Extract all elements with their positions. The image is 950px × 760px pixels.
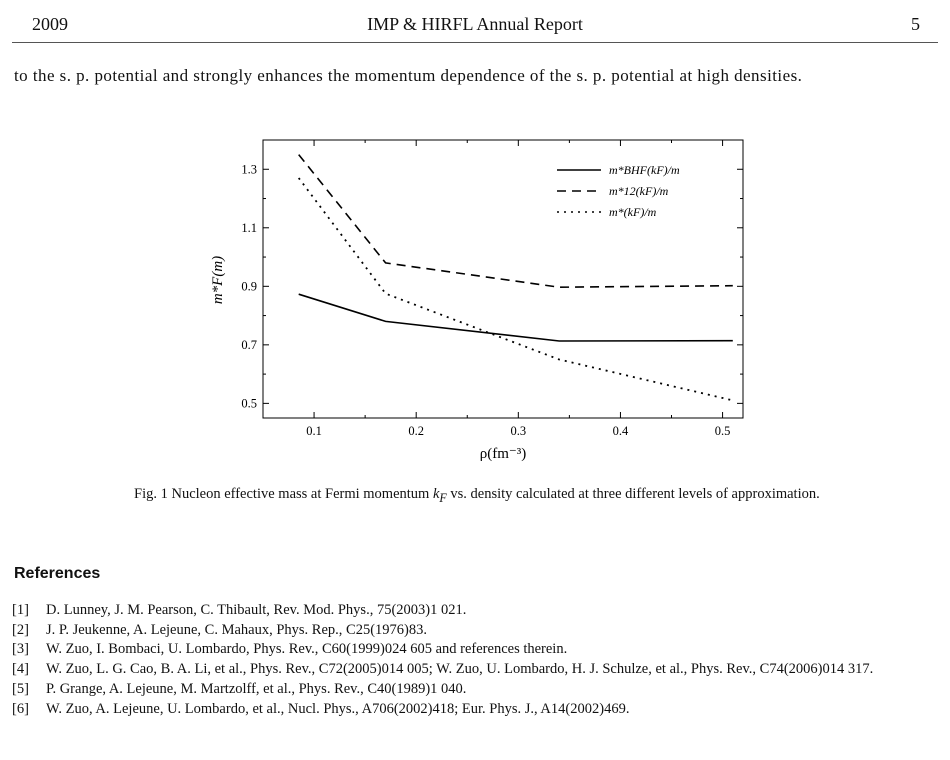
series-line xyxy=(297,177,734,402)
reference-number: [2] xyxy=(12,621,29,638)
intro-paragraph: to the s. p. potential and strongly enha… xyxy=(14,66,803,85)
caption-symbol: k xyxy=(432,486,440,502)
y-axis-label: m*F(m) xyxy=(210,256,226,304)
x-tick-label: 0.2 xyxy=(408,424,424,438)
figure-1: 0.1 0.2 0.3 0.4 0.5 0.5 0.7 0.9 1.1 1.3 m*BHF(kF)… xyxy=(195,130,755,470)
reference-text: D. Lunney, J. M. Pearson, C. Thibault, R… xyxy=(46,602,467,618)
legend-entry: m*12(kF)/m xyxy=(609,184,669,198)
references-heading: References xyxy=(14,565,101,582)
reference-number: [6] xyxy=(12,700,29,717)
y-tick-label: 1.1 xyxy=(241,221,257,235)
caption-text-2: vs. density calculated at three differen… xyxy=(446,486,820,502)
reference-item: [1] D. Lunney, J. M. Pearson, C. Thibaul… xyxy=(12,601,942,621)
legend-entry: m*BHF(kF)/m xyxy=(609,163,680,177)
x-tick-label: 0.5 xyxy=(715,424,731,438)
reference-text: P. Grange, A. Lejeune, M. Martzolff, et … xyxy=(46,680,467,697)
reference-item: [3] W. Zuo, I. Bombaci, U. Lombardo, Phy… xyxy=(12,640,942,660)
caption-prefix: Fig. 1 xyxy=(134,486,168,502)
caption-symbol-sub: F xyxy=(439,490,447,505)
plot-frame xyxy=(262,139,744,419)
x-tick-label: 0.3 xyxy=(511,424,527,438)
y-tick-label: 1.3 xyxy=(241,162,257,176)
figure-caption: Fig. 1 Nucleon effective mass at Fermi m… xyxy=(134,484,834,509)
reference-number: [4] xyxy=(12,661,29,678)
reference-number: [1] xyxy=(12,602,29,618)
y-tick-label: 0.7 xyxy=(241,338,257,352)
reference-item: [2] J. P. Jeukenne, A. Lejeune, C. Mahau… xyxy=(12,621,942,641)
y-tick-label: 0.9 xyxy=(241,279,257,293)
reference-item: [6] W. Zuo, A. Lejeune, U. Lombardo, et … xyxy=(12,700,942,720)
series-line xyxy=(298,293,733,342)
reference-text: W. Zuo, A. Lejeune, U. Lombardo, et al.,… xyxy=(46,700,630,717)
reference-text: W. Zuo, L. G. Cao, B. A. Li, et al., Phy… xyxy=(46,661,874,678)
series-line xyxy=(298,154,733,289)
reference-item: [5] P. Grange, A. Lejeune, M. Martzolff,… xyxy=(12,680,942,700)
x-tick-label: 0.4 xyxy=(613,424,629,438)
running-header: 2009 IMP & HIRFL Annual Report 5 xyxy=(12,10,938,43)
references-list: [1] D. Lunney, J. M. Pearson, C. Thibaul… xyxy=(12,601,942,719)
reference-text: J. P. Jeukenne, A. Lejeune, C. Mahaux, P… xyxy=(46,621,427,638)
header-title: IMP & HIRFL Annual Report xyxy=(367,14,583,34)
header-year: 2009 xyxy=(32,14,68,34)
y-tick-label: 0.5 xyxy=(241,396,257,410)
reference-text: W. Zuo, I. Bombaci, U. Lombardo, Phys. R… xyxy=(46,641,568,658)
reference-item: [4] W. Zuo, L. G. Cao, B. A. Li, et al.,… xyxy=(12,660,942,680)
legend-entry: m*(kF)/m xyxy=(609,205,657,219)
reference-number: [3] xyxy=(12,641,29,658)
x-axis-label: ρ(fm⁻³) xyxy=(480,446,527,462)
reference-number: [5] xyxy=(12,680,29,697)
caption-text-1: Nucleon effective mass at Fermi momentum xyxy=(171,486,433,502)
x-tick-label: 0.1 xyxy=(306,424,322,438)
effective-mass-chart: 0.1 0.2 0.3 0.4 0.5 0.5 0.7 0.9 1.1 1.3 m*BHF(kF)… xyxy=(210,139,744,462)
page-number: 5 xyxy=(911,14,920,34)
